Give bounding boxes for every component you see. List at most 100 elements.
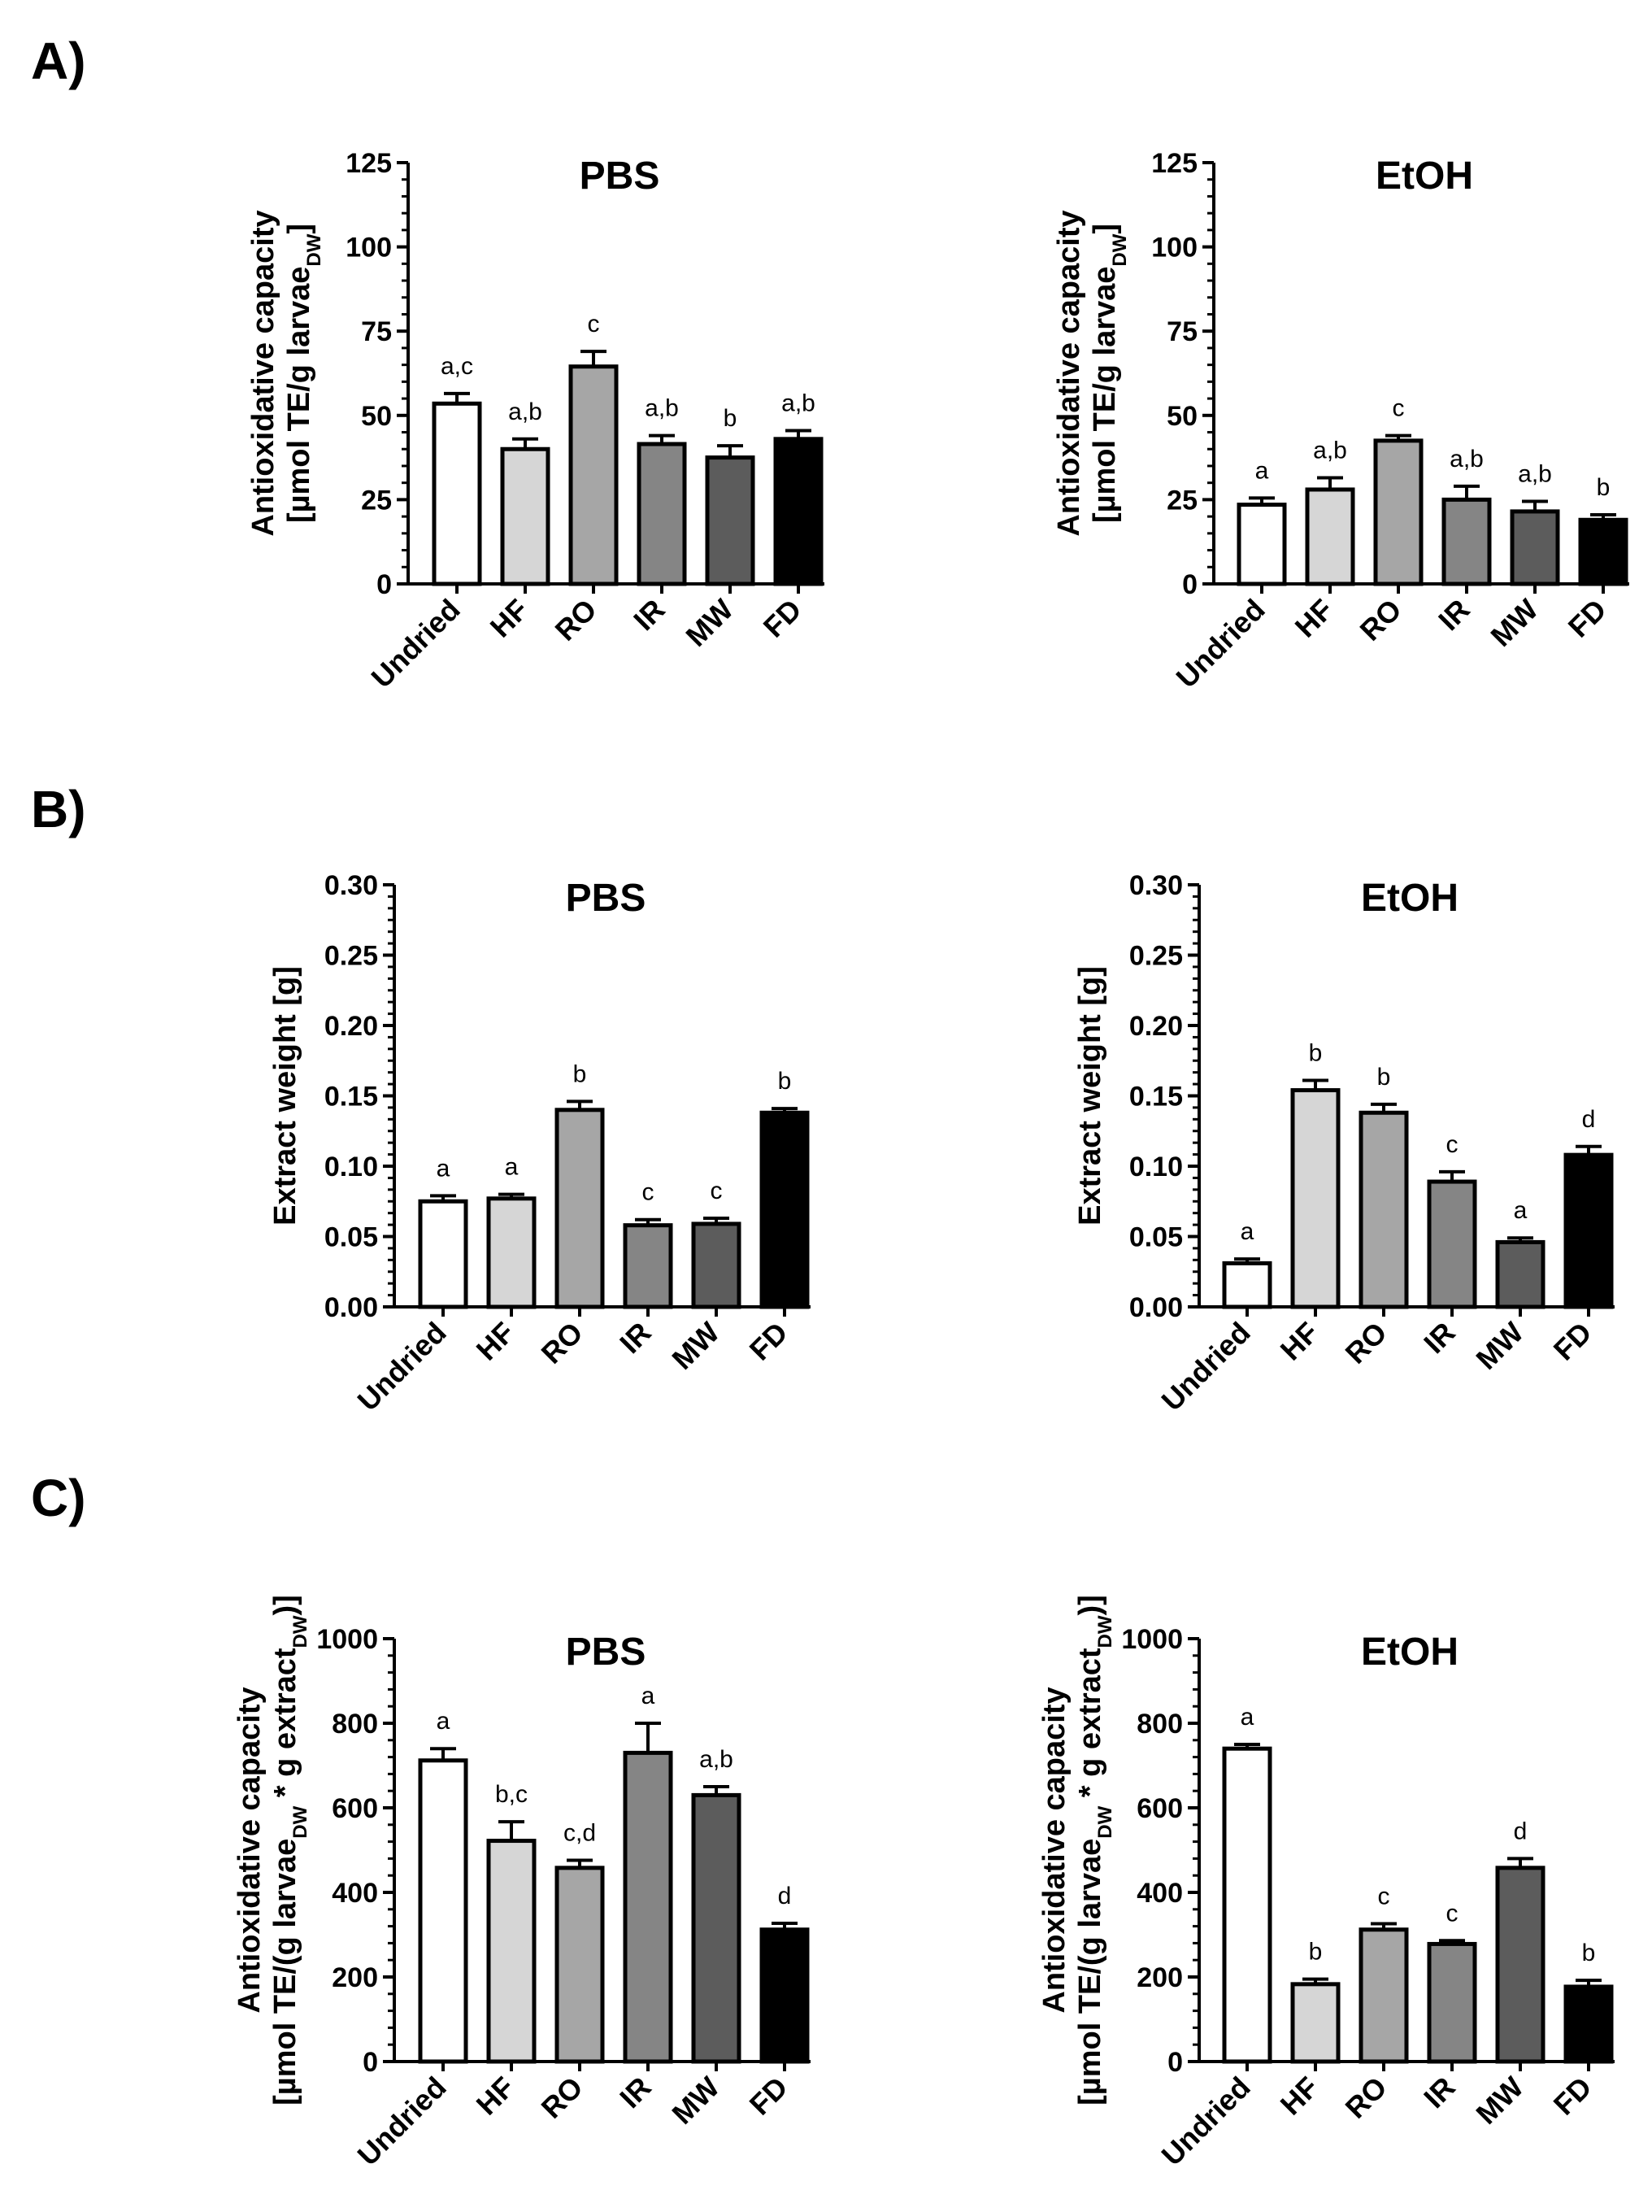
category-label: RO xyxy=(1338,1316,1393,1370)
significance-label: a xyxy=(1255,457,1269,484)
bar-hf xyxy=(486,1839,537,2064)
significance-label: d xyxy=(1514,1818,1528,1844)
bar-undried xyxy=(432,401,482,586)
chart-b-pbs: 0.00 0.05 0.10 0.15 0.20 0.25 0.30 a Undried a HF b… xyxy=(268,870,811,1417)
y-axis-title: Extract weight [g] xyxy=(1073,966,1107,1226)
significance-label: a,b xyxy=(1450,446,1484,472)
bar-mw xyxy=(1510,509,1560,586)
bar-mw xyxy=(691,1792,741,2064)
significance-label: c xyxy=(1446,1900,1459,1927)
category-label: IR xyxy=(1417,2070,1461,2114)
category-label: IR xyxy=(1432,593,1476,637)
bar-mw xyxy=(1495,1239,1545,1309)
significance-label: a,b xyxy=(1518,460,1552,487)
significance-label: a,b xyxy=(1313,437,1347,464)
category-label: HF xyxy=(484,593,535,644)
y-tick-label: 0.05 xyxy=(324,1222,378,1253)
significance-label: b xyxy=(1377,1064,1391,1091)
y-tick-label: 75 xyxy=(1167,316,1198,347)
y-tick-label: 100 xyxy=(346,233,392,263)
bar-ro xyxy=(568,364,619,586)
category-label: Undried xyxy=(364,593,466,695)
y-tick-label: 0.30 xyxy=(324,870,378,901)
y-tick-label: 0.00 xyxy=(324,1292,378,1323)
y-axis-title: [µmol TE/g larvaeDW] xyxy=(1088,224,1131,523)
chart-title: EtOH xyxy=(1376,155,1473,198)
category-label: Undried xyxy=(1154,2070,1256,2172)
bar-mw xyxy=(691,1221,741,1309)
category-label: HF xyxy=(470,2070,521,2122)
y-tick-label: 400 xyxy=(332,1878,378,1909)
y-axis-title: Antioxidative capacity xyxy=(233,1687,267,2013)
y-tick-label: 0 xyxy=(363,2047,378,2078)
significance-label: b xyxy=(1597,474,1611,501)
bar-ro xyxy=(554,1866,605,2064)
category-label: HF xyxy=(1274,2070,1325,2122)
category-label: MW xyxy=(1484,593,1544,653)
y-tick-label: 25 xyxy=(1167,485,1198,516)
bar-undried xyxy=(418,1199,468,1309)
significance-label: a xyxy=(1514,1197,1528,1224)
y-tick-label: 0.15 xyxy=(1129,1082,1183,1113)
category-label: RO xyxy=(548,593,602,647)
significance-label: a,b xyxy=(781,390,815,416)
bar-fd xyxy=(1563,1984,1614,2064)
y-tick-label: 200 xyxy=(332,1962,378,1993)
y-tick-label: 0.15 xyxy=(324,1082,378,1113)
bar-ir xyxy=(637,442,687,586)
y-tick-label: 50 xyxy=(1167,401,1198,432)
y-axis-title: Extract weight [g] xyxy=(268,966,302,1226)
bar-ir xyxy=(1441,497,1492,586)
significance-label: a xyxy=(641,1683,655,1709)
category-label: RO xyxy=(534,2070,589,2125)
bar-hf xyxy=(1305,487,1355,586)
significance-label: c xyxy=(1446,1131,1459,1158)
significance-label: b,c xyxy=(495,1781,528,1808)
bar-undried xyxy=(1222,1261,1272,1309)
bar-fd xyxy=(1578,517,1628,586)
y-tick-label: 0 xyxy=(1167,2047,1183,2078)
significance-label: a,b xyxy=(699,1746,733,1773)
y-tick-label: 800 xyxy=(1137,1709,1183,1740)
y-tick-label: 0.10 xyxy=(324,1152,378,1182)
significance-label: a xyxy=(437,1155,450,1182)
y-tick-label: 200 xyxy=(1137,1962,1183,1993)
significance-label: c xyxy=(711,1178,723,1204)
y-tick-label: 600 xyxy=(332,1793,378,1824)
y-tick-label: 1000 xyxy=(1121,1624,1183,1655)
category-label: MW xyxy=(665,2070,725,2131)
bar-mw xyxy=(1495,1866,1545,2064)
bar-ro xyxy=(1373,438,1424,586)
bar-ro xyxy=(1359,1927,1409,2064)
significance-label: a xyxy=(437,1708,450,1735)
y-axis-title: [µmol TE/g larvaeDW] xyxy=(282,224,325,523)
significance-label: b xyxy=(1309,1039,1323,1066)
significance-label: a xyxy=(505,1154,519,1181)
chart-title: EtOH xyxy=(1361,1631,1459,1674)
y-tick-label: 125 xyxy=(1151,148,1198,179)
chart-b-etoh: 0.00 0.05 0.10 0.15 0.20 0.25 0.30 a Undried b HF b… xyxy=(1073,870,1615,1417)
bar-fd xyxy=(759,1110,810,1309)
category-label: FD xyxy=(1562,593,1613,644)
significance-label: a xyxy=(1241,1704,1254,1731)
category-label: FD xyxy=(743,2070,794,2122)
y-tick-label: 0.10 xyxy=(1129,1152,1183,1182)
y-tick-label: 400 xyxy=(1137,1878,1183,1909)
y-tick-label: 0.05 xyxy=(1129,1222,1183,1253)
significance-label: b xyxy=(1582,1940,1596,1966)
bar-mw xyxy=(705,455,755,586)
significance-label: c xyxy=(1393,395,1405,422)
significance-label: c xyxy=(1378,1883,1390,1909)
y-tick-label: 0.30 xyxy=(1129,870,1183,901)
y-axis-title: Antioxidative capacity xyxy=(246,210,280,536)
chart-a-etoh: 0 25 50 75 100 125 a Undried a,b HF c RO a,b IR a,b MW b… xyxy=(1052,148,1629,695)
category-label: Undried xyxy=(1154,1316,1256,1417)
bar-hf xyxy=(500,446,550,586)
category-label: HF xyxy=(1289,593,1340,644)
significance-label: a,b xyxy=(508,398,542,425)
category-label: IR xyxy=(1417,1316,1461,1360)
y-tick-label: 100 xyxy=(1151,233,1198,263)
category-label: HF xyxy=(470,1316,521,1367)
category-label: IR xyxy=(613,1316,657,1360)
y-tick-label: 25 xyxy=(361,485,392,516)
